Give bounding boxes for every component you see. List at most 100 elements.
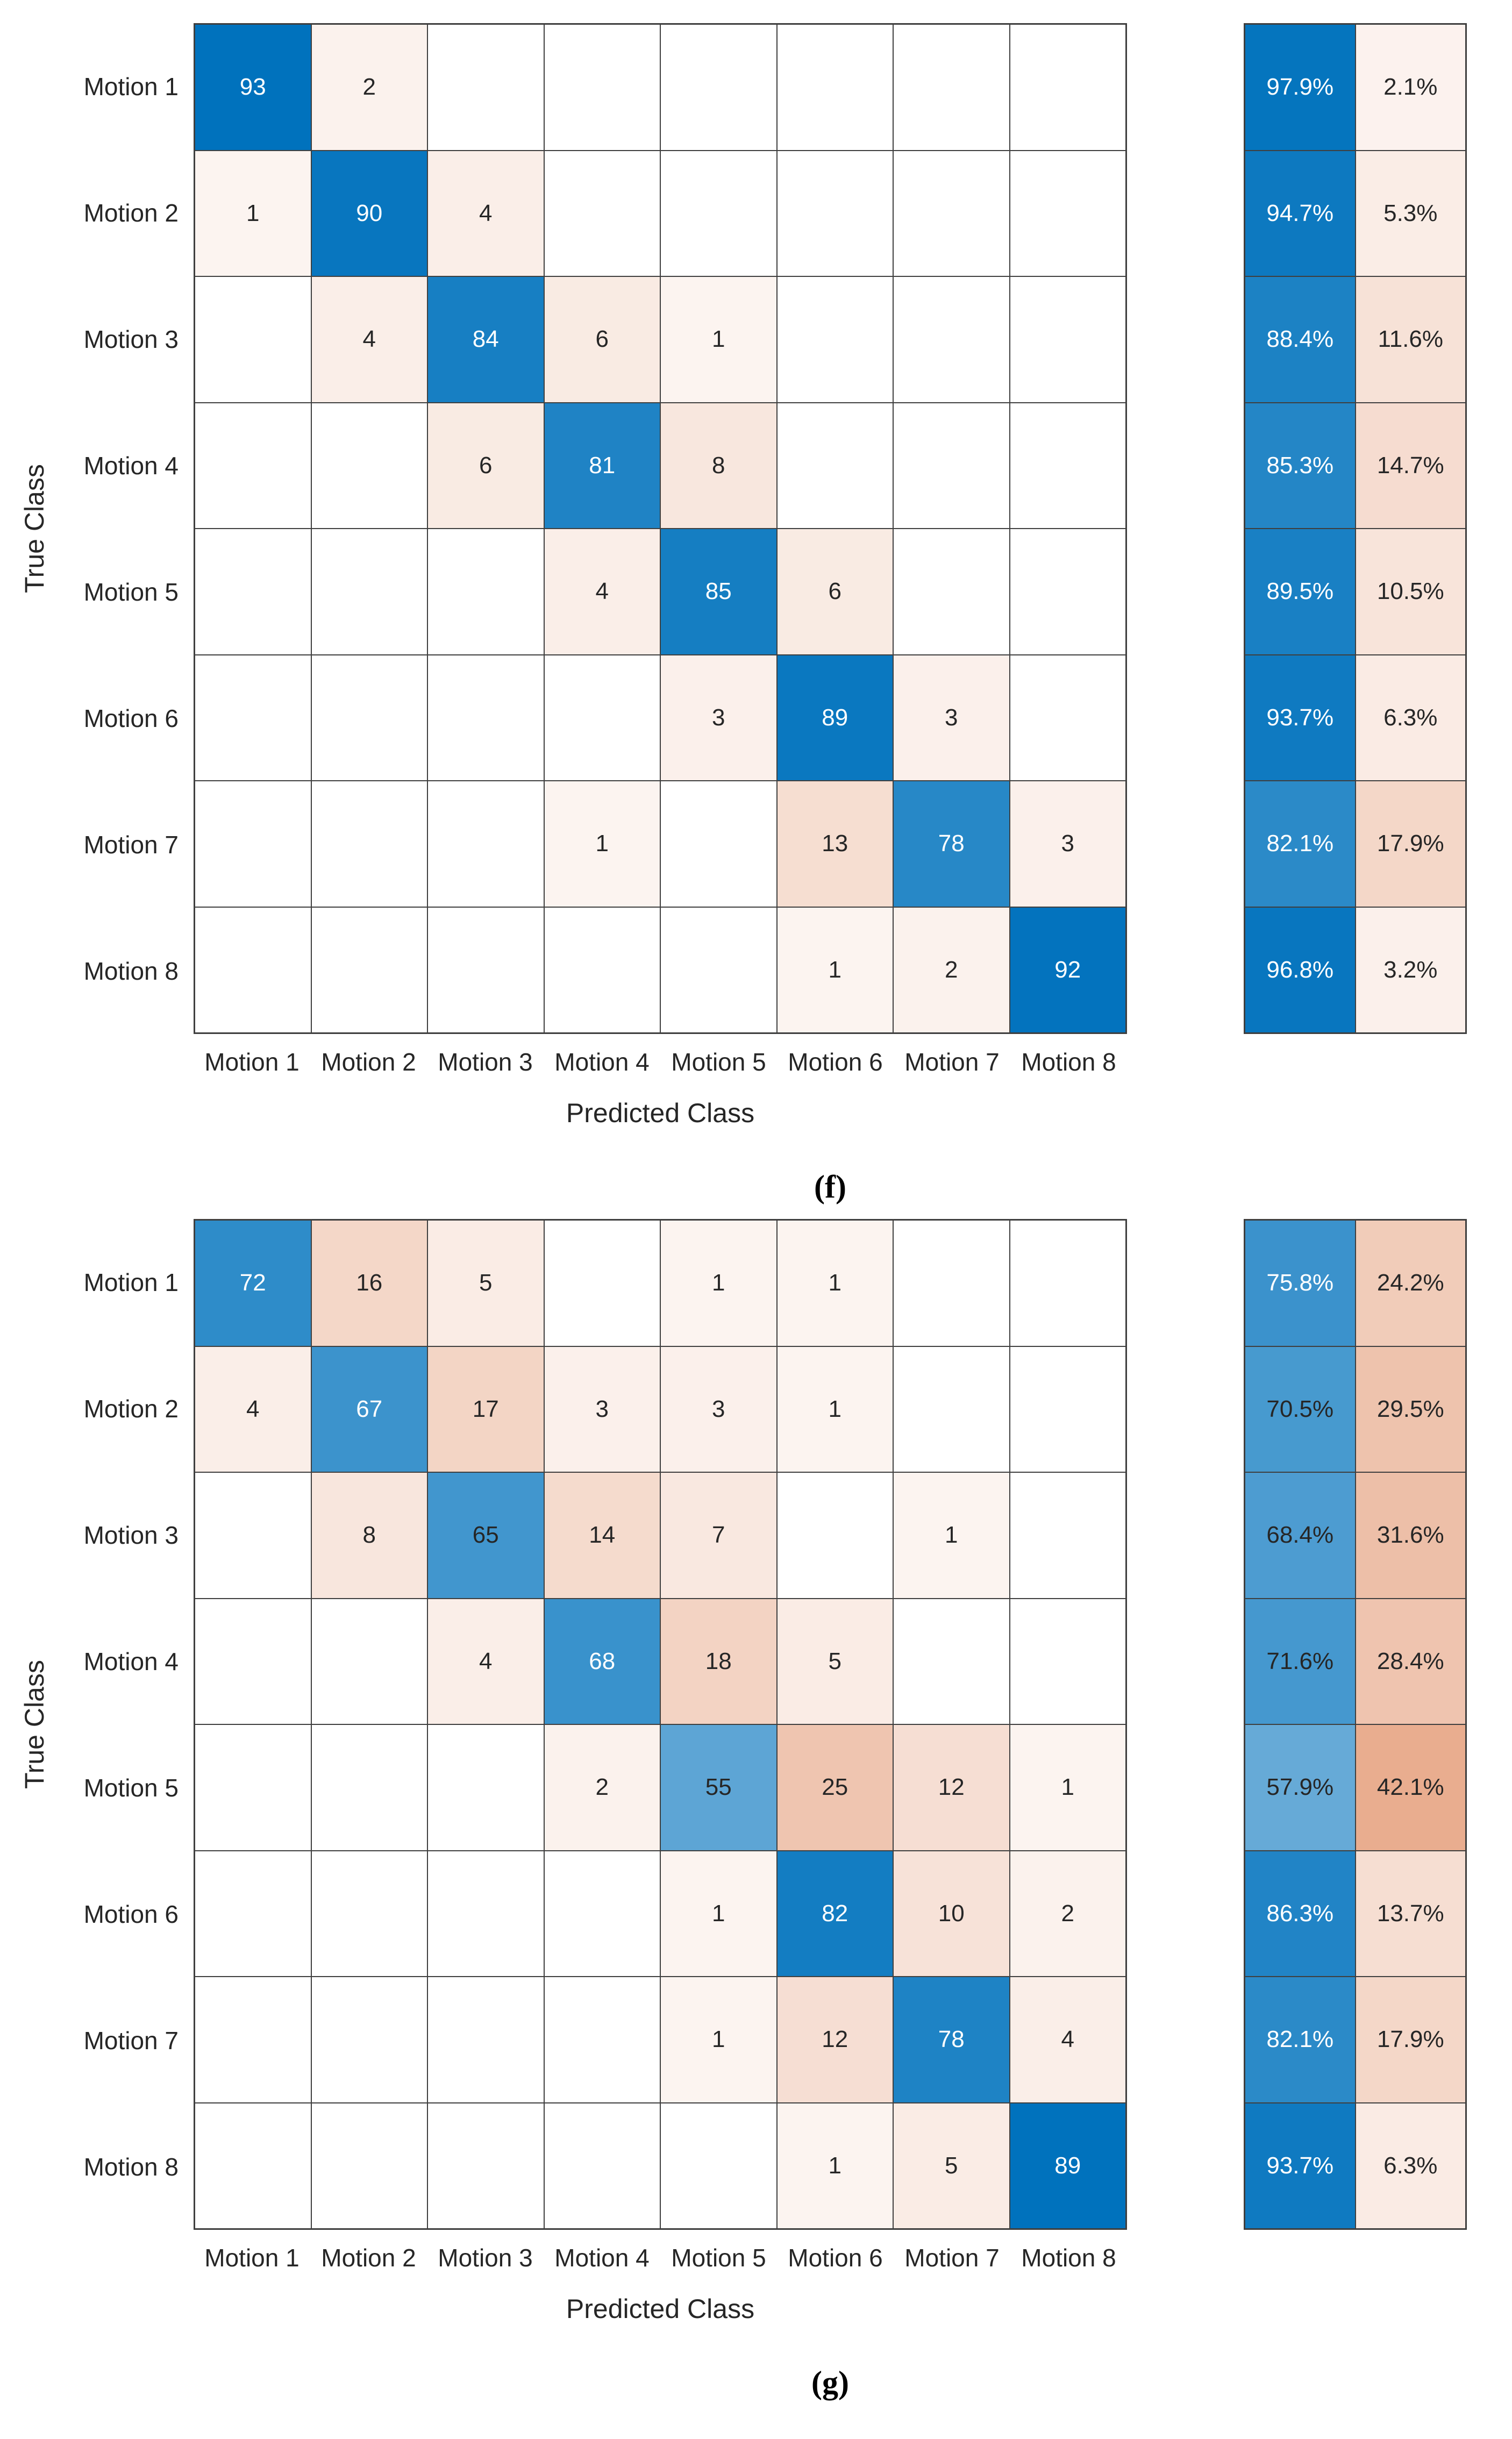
matrix-cell bbox=[428, 1725, 544, 1850]
matrix-cell bbox=[544, 1221, 660, 1346]
matrix-cell: 2 bbox=[544, 1725, 660, 1850]
matrix-cell bbox=[428, 1851, 544, 1976]
matrix-cell bbox=[428, 529, 544, 654]
summary-tpr-cell: 94.7% bbox=[1245, 151, 1355, 276]
matrix-cell: 1 bbox=[195, 151, 311, 276]
matrix-cell-diagonal: 93 bbox=[195, 25, 311, 150]
row-label: Motion 1 bbox=[83, 1268, 179, 1296]
row-label: Motion 4 bbox=[83, 451, 179, 480]
matrix-cell-diagonal: 89 bbox=[777, 655, 893, 780]
matrix-cell: 5 bbox=[428, 1221, 544, 1346]
row-label: Motion 7 bbox=[83, 2026, 179, 2055]
row-summary-table: 75.8% 24.2% 70.5% 29.5% 68.4% 31.6% 71.6% 28.4%… bbox=[1244, 1219, 1467, 2230]
matrix-cell: 17 bbox=[428, 1346, 544, 1472]
col-labels: Motion 1 Motion 2 Motion 3 Motion 4 Motion 5… bbox=[194, 1046, 1127, 1078]
matrix-cell bbox=[544, 907, 660, 1032]
matrix-cell bbox=[894, 529, 1009, 654]
matrix-cell: 4 bbox=[428, 1599, 544, 1724]
matrix-cell: 1 bbox=[544, 781, 660, 907]
matrix-cell: 3 bbox=[661, 655, 776, 780]
matrix-cell bbox=[777, 151, 893, 276]
matrix-cell bbox=[1010, 1221, 1125, 1346]
summary-fnr-cell: 28.4% bbox=[1356, 1599, 1465, 1724]
matrix-cell: 3 bbox=[894, 655, 1009, 780]
matrix-cell bbox=[311, 529, 427, 654]
matrix-cell: 18 bbox=[661, 1599, 776, 1724]
summary-tpr-cell: 89.5% bbox=[1245, 529, 1355, 654]
col-label: Motion 2 bbox=[321, 1048, 416, 1076]
summary-tpr-cell: 71.6% bbox=[1245, 1599, 1355, 1724]
matrix-cell bbox=[544, 1977, 660, 2102]
matrix-cell bbox=[1010, 25, 1125, 150]
matrix-cell: 6 bbox=[777, 529, 893, 654]
summary-tpr-cell: 96.8% bbox=[1245, 907, 1355, 1032]
matrix-cell bbox=[661, 2103, 776, 2228]
summary-tpr-cell: 70.5% bbox=[1245, 1346, 1355, 1472]
matrix-cell bbox=[195, 1851, 311, 1976]
summary-fnr-cell: 6.3% bbox=[1356, 655, 1465, 780]
summary-fnr-cell: 29.5% bbox=[1356, 1346, 1465, 1472]
matrix-cell: 3 bbox=[1010, 781, 1125, 907]
row-label: Motion 8 bbox=[83, 2152, 179, 2181]
matrix-cell-diagonal: 68 bbox=[544, 1599, 660, 1724]
matrix-cell-diagonal: 72 bbox=[195, 1221, 311, 1346]
matrix-cell bbox=[777, 1473, 893, 1598]
col-label: Motion 1 bbox=[204, 2244, 299, 2272]
summary-tpr-cell: 97.9% bbox=[1245, 25, 1355, 150]
matrix-cell: 5 bbox=[777, 1599, 893, 1724]
matrix-cell bbox=[1010, 151, 1125, 276]
matrix-cell bbox=[311, 655, 427, 780]
matrix-cell: 1 bbox=[777, 1346, 893, 1472]
matrix-cell: 1 bbox=[661, 1851, 776, 1976]
col-label: Motion 1 bbox=[204, 1048, 299, 1076]
matrix-cell bbox=[195, 1599, 311, 1724]
summary-fnr-cell: 17.9% bbox=[1356, 1977, 1465, 2102]
matrix-cell: 1 bbox=[777, 907, 893, 1032]
matrix-cell: 4 bbox=[1010, 1977, 1125, 2102]
x-axis-label: Predicted Class bbox=[566, 1098, 755, 1128]
matrix-cell bbox=[1010, 277, 1125, 402]
matrix-cell bbox=[894, 1346, 1009, 1472]
matrix-cell bbox=[777, 25, 893, 150]
matrix-cell bbox=[777, 277, 893, 402]
matrix-cell bbox=[311, 1725, 427, 1850]
summary-fnr-cell: 14.7% bbox=[1356, 403, 1465, 528]
row-summary-table: 97.9% 2.1% 94.7% 5.3% 88.4% 11.6% 85.3% 14.7% 89… bbox=[1244, 23, 1467, 1034]
summary-fnr-cell: 42.1% bbox=[1356, 1725, 1465, 1850]
subfigure-caption: (g) bbox=[811, 2365, 849, 2400]
summary-fnr-cell: 11.6% bbox=[1356, 277, 1465, 402]
matrix-cell bbox=[544, 655, 660, 780]
matrix-cell bbox=[661, 781, 776, 907]
matrix-cell: 12 bbox=[777, 1977, 893, 2102]
matrix-cell bbox=[894, 1599, 1009, 1724]
matrix-cell bbox=[428, 655, 544, 780]
matrix-cell: 1 bbox=[661, 277, 776, 402]
matrix-cell bbox=[195, 781, 311, 907]
matrix-cell bbox=[428, 781, 544, 907]
summary-tpr-cell: 82.1% bbox=[1245, 1977, 1355, 2102]
summary-tpr-cell: 68.4% bbox=[1245, 1473, 1355, 1598]
matrix-cell bbox=[311, 781, 427, 907]
matrix-cell bbox=[1010, 403, 1125, 528]
matrix-cell: 3 bbox=[544, 1346, 660, 1472]
row-label: Motion 7 bbox=[83, 830, 179, 859]
row-label: Motion 3 bbox=[83, 325, 179, 353]
row-label: Motion 5 bbox=[83, 577, 179, 606]
row-label: Motion 2 bbox=[83, 1394, 179, 1423]
col-label: Motion 6 bbox=[788, 1048, 883, 1076]
subfigure-caption: (f) bbox=[814, 1169, 846, 1204]
col-label: Motion 4 bbox=[554, 1048, 650, 1076]
matrix-cell: 1 bbox=[777, 1221, 893, 1346]
matrix-cell: 2 bbox=[1010, 1851, 1125, 1976]
matrix-cell bbox=[195, 1473, 311, 1598]
row-label: Motion 6 bbox=[83, 704, 179, 732]
matrix-cell: 8 bbox=[661, 403, 776, 528]
matrix-cell bbox=[311, 403, 427, 528]
summary-tpr-cell: 57.9% bbox=[1245, 1725, 1355, 1850]
matrix-cell: 12 bbox=[894, 1725, 1009, 1850]
col-label: Motion 2 bbox=[321, 2244, 416, 2272]
summary-tpr-cell: 93.7% bbox=[1245, 655, 1355, 780]
col-label: Motion 5 bbox=[671, 1048, 766, 1076]
summary-fnr-cell: 5.3% bbox=[1356, 151, 1465, 276]
